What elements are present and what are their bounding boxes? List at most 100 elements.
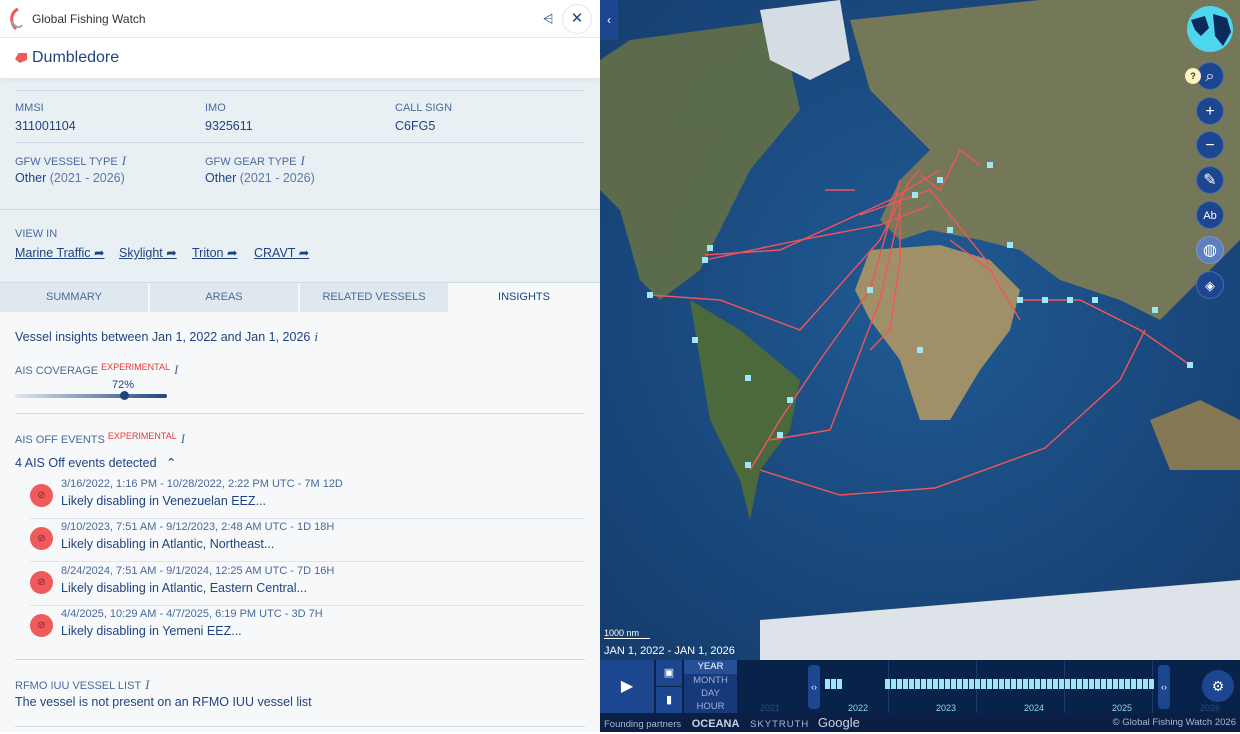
tab-related-vessels[interactable]: RELATED VESSELS (300, 283, 450, 312)
ruler-button[interactable]: ✎ (1196, 166, 1224, 194)
play-button[interactable]: ▶ (600, 660, 654, 713)
port-visit-marker (1042, 297, 1048, 303)
ais-off-icon: ⊘ (30, 527, 53, 550)
activity-block (1047, 679, 1052, 689)
activity-block (1119, 679, 1124, 689)
port-visit-marker (1067, 297, 1073, 303)
activity-block (993, 679, 998, 689)
coverage-bar (15, 394, 167, 398)
ais-off-event[interactable]: ⊘ 3/16/2022, 1:16 PM - 10/28/2022, 2:22 P… (30, 476, 585, 519)
activity-block (1089, 679, 1094, 689)
label-button[interactable]: Ab (1196, 201, 1224, 229)
link-cravt[interactable]: CRAVT ➦ (254, 246, 310, 260)
link-triton[interactable]: Triton ➦ (192, 246, 238, 260)
collapse-panel-button[interactable]: ‹ (600, 0, 618, 40)
activity-block (1077, 679, 1082, 689)
info-icon[interactable]: i (180, 431, 186, 446)
gfw-logo (8, 7, 24, 31)
port-visit-marker (647, 292, 653, 298)
track-segment (749, 179, 901, 471)
tab-areas[interactable]: AREAS (150, 283, 300, 312)
info-icon[interactable]: i (121, 153, 127, 168)
activity-block (885, 679, 890, 689)
ais-off-event[interactable]: ⊘ 8/24/2024, 7:51 AM - 9/1/2024, 12:25 AM… (30, 563, 585, 606)
port-visit-marker (947, 227, 953, 233)
oceana-logo: OCEANA (691, 718, 740, 730)
activity-block (831, 679, 836, 689)
track-segment (704, 204, 931, 261)
timeline[interactable]: 2021 2022 2023 2024 2025 2026 (740, 660, 1220, 713)
activity-block (969, 679, 974, 689)
info-icon[interactable]: i (145, 677, 150, 692)
zoom-out-button[interactable]: − (1196, 131, 1224, 159)
port-visit-marker (702, 257, 708, 263)
interval-hour[interactable]: HOUR (696, 700, 725, 712)
info-icon[interactable]: i (314, 329, 318, 344)
coverage-marker (120, 391, 130, 400)
activity-block (921, 679, 926, 689)
link-skylight[interactable]: Skylight ➦ (119, 246, 177, 260)
zoom-in-button[interactable]: + (1196, 97, 1224, 125)
activity-block (1017, 679, 1022, 689)
timeline-start-handle[interactable]: ‹› (808, 665, 820, 709)
date-range: JAN 1, 2022 - JAN 1, 2026 (604, 645, 735, 657)
track-segment (1020, 299, 1191, 366)
basemap-globe-button[interactable]: ◍ (1196, 236, 1224, 264)
track-segment (949, 239, 1021, 321)
timebar: ▶ ▣ ▮ YEAR MONTH DAY HOUR 2021 2022 2023 20… (600, 660, 1240, 713)
info-icon[interactable]: i (300, 153, 305, 168)
ais-off-event[interactable]: ⊘ 4/4/2025, 10:29 AM - 4/7/2025, 6:19 PM … (30, 606, 585, 649)
globe-mini-map[interactable] (1187, 6, 1233, 52)
view-in-label: VIEW IN (15, 228, 58, 240)
share-icon[interactable]: ⩤ (543, 11, 554, 26)
info-icon[interactable]: i (174, 362, 179, 377)
activity-block (933, 679, 938, 689)
vessel-type-label: GFW VESSEL TYPE (15, 156, 118, 168)
callsign-label: CALL SIGN (395, 102, 453, 114)
tab-summary[interactable]: SUMMARY (0, 283, 150, 312)
timeline-end-handle[interactable]: ‹› (1158, 665, 1170, 709)
close-button[interactable]: ✕ (562, 4, 592, 34)
ais-off-event[interactable]: ⊘ 9/10/2023, 7:51 AM - 9/12/2023, 2:48 AM… (30, 519, 585, 562)
coverage-label: AIS COVERAGE (15, 365, 99, 377)
gear-type-years: (2021 - 2026) (239, 171, 315, 185)
map-canvas[interactable]: ‹ ⌕ ? + − ✎ Ab ◍ ◈ 1000 nm JAN 1, 2022 -… (600, 0, 1240, 660)
port-visit-marker (917, 347, 923, 353)
track-segment (859, 189, 991, 266)
activity-block (909, 679, 914, 689)
activity-block (939, 679, 944, 689)
interval-month[interactable]: MONTH (693, 674, 728, 686)
activity-block (1095, 679, 1100, 689)
tab-insights[interactable]: INSIGHTS (450, 283, 600, 312)
activity-block (963, 679, 968, 689)
coverage-value: 72% (112, 379, 135, 391)
activity-block (987, 679, 992, 689)
timeline-year-label: 2025 (1112, 703, 1133, 713)
imo-label: IMO (205, 102, 226, 114)
interval-day[interactable]: DAY (701, 687, 720, 699)
timebar-settings-button[interactable]: ⚙ (1202, 670, 1234, 702)
bookmark-icon[interactable]: ▮ (656, 687, 682, 713)
interval-year[interactable]: YEAR (684, 660, 737, 674)
activity-block (915, 679, 920, 689)
activity-block (1011, 679, 1016, 689)
insights-heading: Vessel insights between Jan 1, 2022 and … (15, 330, 311, 344)
layers-button[interactable]: ◈ (1196, 271, 1224, 299)
ais-off-icon: ⊘ (30, 571, 53, 594)
vessel-tag-icon (15, 53, 27, 63)
link-marine-traffic[interactable]: Marine Traffic ➦ (15, 246, 105, 260)
rfmo-label: RFMO IUU VESSEL LIST (15, 680, 142, 692)
port-visit-marker (1092, 297, 1098, 303)
skytruth-logo: SKYTRUTH (750, 719, 810, 730)
ais-off-toggle[interactable]: 4 AIS Off events detected ⌃ (15, 456, 177, 470)
port-visit-marker (692, 337, 698, 343)
help-button[interactable]: ? (1185, 68, 1201, 84)
panel-header: Global Fishing Watch ⩤ ✕ (0, 0, 600, 38)
footer: Founding partners OCEANA SKYTRUTH Google… (600, 713, 1240, 732)
activity-block (1071, 679, 1076, 689)
activity-block (1023, 679, 1028, 689)
timeline-year-label: 2022 (848, 703, 869, 713)
activity-block (1131, 679, 1136, 689)
google-logo: Google (817, 715, 860, 730)
calendar-icon[interactable]: ▣ (656, 660, 682, 686)
